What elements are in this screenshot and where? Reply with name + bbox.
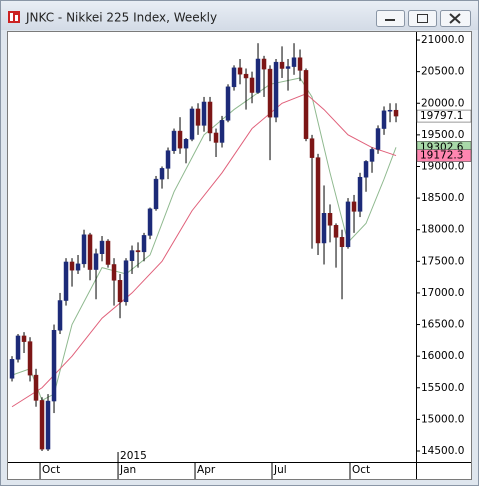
year-label: 2015 xyxy=(120,450,147,462)
x-tick-label: Jul xyxy=(273,464,287,476)
y-tick-label: 20000.0 xyxy=(421,97,464,109)
candle-body xyxy=(105,240,111,265)
y-tick-label: 18000.0 xyxy=(421,224,464,236)
x-tick-label: Oct xyxy=(352,464,370,476)
price-label-box xyxy=(416,109,472,123)
candle-body xyxy=(321,213,327,244)
candle-body xyxy=(279,61,285,69)
y-tick-label: 19500.0 xyxy=(421,129,464,141)
candle-body xyxy=(375,128,381,150)
candle-body xyxy=(87,234,93,270)
minimize-button[interactable] xyxy=(376,10,405,27)
candle-body xyxy=(147,208,153,236)
candle-body xyxy=(285,66,291,69)
candle-body xyxy=(9,359,15,379)
y-tick-label: 15500.0 xyxy=(421,382,464,394)
y-tick-label: 20500.0 xyxy=(421,66,464,78)
candle-body xyxy=(201,101,207,126)
window-title: JNKC - Nikkei 225 Index, Weekly xyxy=(25,11,217,25)
close-button[interactable] xyxy=(440,10,471,27)
candle-body xyxy=(93,253,99,270)
chart-area xyxy=(7,31,472,480)
candle-body xyxy=(195,108,201,126)
candle-body xyxy=(171,130,177,151)
candle-body xyxy=(303,70,309,139)
candle-body xyxy=(189,108,195,140)
y-tick-label: 14500.0 xyxy=(421,445,464,457)
candle-body xyxy=(39,400,45,450)
y-tick-label: 16000.0 xyxy=(421,350,464,362)
y-tick-label: 17500.0 xyxy=(421,255,464,267)
candle-body xyxy=(255,58,261,93)
candle-body xyxy=(327,213,333,226)
candle-body xyxy=(219,120,225,143)
candle-body xyxy=(123,260,129,303)
candle-body xyxy=(393,109,399,117)
candle-body xyxy=(363,161,369,178)
candle-body xyxy=(51,329,57,402)
candle-body xyxy=(45,400,51,450)
candle-body xyxy=(69,261,75,271)
y-tick-label: 18500.0 xyxy=(421,192,464,204)
candle-body xyxy=(237,67,243,75)
candle-body xyxy=(333,225,339,238)
candle-body xyxy=(15,335,21,360)
candle-body xyxy=(129,250,135,261)
candle-body xyxy=(21,335,27,342)
maximize-button[interactable] xyxy=(408,10,437,27)
candle-body xyxy=(213,132,219,143)
y-tick-label: 15000.0 xyxy=(421,413,464,425)
candle-body xyxy=(315,157,321,244)
candle-body xyxy=(345,201,351,248)
app-icon xyxy=(8,11,20,23)
price-label: 19172.3 xyxy=(420,150,463,162)
candle-body xyxy=(177,130,183,149)
candle-body xyxy=(153,178,159,210)
candle-body xyxy=(249,77,255,93)
candle-body xyxy=(273,61,279,118)
candle-body xyxy=(225,86,231,121)
x-tick-label: Oct xyxy=(42,464,60,476)
plot xyxy=(9,43,399,451)
candle-body xyxy=(183,139,189,149)
price-label-box xyxy=(416,149,472,162)
candle-body xyxy=(309,138,315,158)
candle-body xyxy=(243,73,249,79)
x-tick-label: Jan xyxy=(119,464,136,476)
candle-body xyxy=(369,149,375,162)
candle-body xyxy=(75,263,81,271)
price-label: 19797.1 xyxy=(420,110,463,122)
candle-body xyxy=(57,300,63,331)
candle-body xyxy=(387,109,393,112)
candle-body xyxy=(339,237,345,248)
candle-body xyxy=(159,168,165,180)
y-tick-label: 21000.0 xyxy=(421,34,464,46)
y-tick-label: 16500.0 xyxy=(421,319,464,331)
candle-body xyxy=(291,57,297,67)
y-tick-label: 17000.0 xyxy=(421,287,464,299)
candle-body xyxy=(111,264,117,281)
candle-body xyxy=(99,240,105,254)
candle-body xyxy=(261,58,267,70)
candle-body xyxy=(357,176,363,212)
candle-body xyxy=(297,57,303,71)
candle-body xyxy=(207,101,213,134)
candle-body xyxy=(135,250,141,253)
candle-body xyxy=(81,234,87,265)
y-tick-label: 19000.0 xyxy=(421,160,464,172)
candle-body xyxy=(351,201,357,212)
candle-body xyxy=(267,68,273,118)
candle-body xyxy=(117,280,123,303)
candle-body xyxy=(381,110,387,129)
candle-body xyxy=(165,150,171,169)
candle-body xyxy=(141,235,147,253)
candle-body xyxy=(27,341,33,376)
x-tick-label: Apr xyxy=(197,464,216,476)
candle-body xyxy=(63,261,69,301)
moving-average-line xyxy=(11,93,397,408)
candle-body xyxy=(231,67,237,88)
candle-body xyxy=(33,374,39,401)
